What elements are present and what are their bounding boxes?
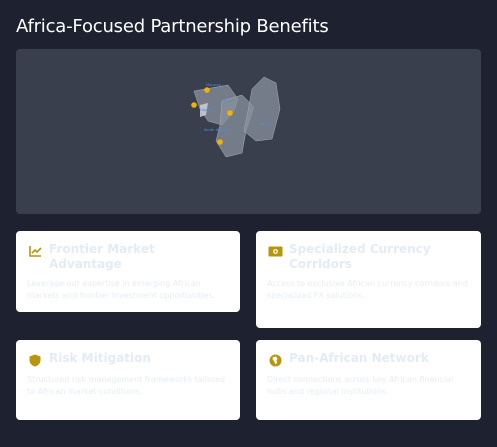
card-description: Structured risk management frameworks ta… <box>27 375 226 396</box>
map-region-north-west <box>200 103 208 117</box>
card-title: Pan-African Network <box>289 351 429 365</box>
map-marker-nigeria[interactable] <box>191 102 197 108</box>
africa-map: Morocco Egypt Nigeria Kenya South Africa <box>16 49 481 214</box>
map-marker-egypt[interactable] <box>227 110 233 116</box>
map-marker-kenya[interactable] <box>217 139 223 145</box>
card-description: Access to exclusive African currency cor… <box>267 279 468 300</box>
africa-map-graphic: Morocco Egypt Nigeria Kenya South Africa <box>191 76 281 158</box>
map-label-morocco: Morocco <box>206 83 221 87</box>
map-region-central <box>215 94 255 158</box>
card-description: Leverage our expertise in emerging Afric… <box>27 279 216 300</box>
map-label-nigeria: Nigeria <box>200 108 213 112</box>
map-marker-morocco[interactable] <box>204 87 210 93</box>
page-title: Africa-Focused Partnership Benefits <box>16 16 329 37</box>
chart-line-icon <box>27 243 43 259</box>
map-label-kenya: Kenya <box>260 122 271 126</box>
globe-africa-icon <box>267 352 283 368</box>
benefit-card-risk[interactable]: Risk Mitigation Structured risk manageme… <box>16 340 240 420</box>
map-label-south-africa: South Africa <box>204 128 226 132</box>
benefit-card-network[interactable]: Pan-African Network Direct connections a… <box>256 340 481 420</box>
benefit-card-currency[interactable]: Specialized Currency Corridors Access to… <box>256 231 481 328</box>
money-bill-icon <box>267 243 283 259</box>
shield-icon <box>27 352 43 368</box>
card-title: Frontier Market Advantage <box>49 242 155 271</box>
map-label-egypt: Egypt <box>224 99 235 103</box>
card-title: Specialized Currency Corridors <box>289 242 431 271</box>
benefit-card-frontier[interactable]: Frontier Market Advantage Leverage our e… <box>16 231 240 312</box>
card-title: Risk Mitigation <box>49 351 151 365</box>
map-region-east <box>243 76 281 142</box>
card-description: Direct connections across key African fi… <box>267 375 454 396</box>
